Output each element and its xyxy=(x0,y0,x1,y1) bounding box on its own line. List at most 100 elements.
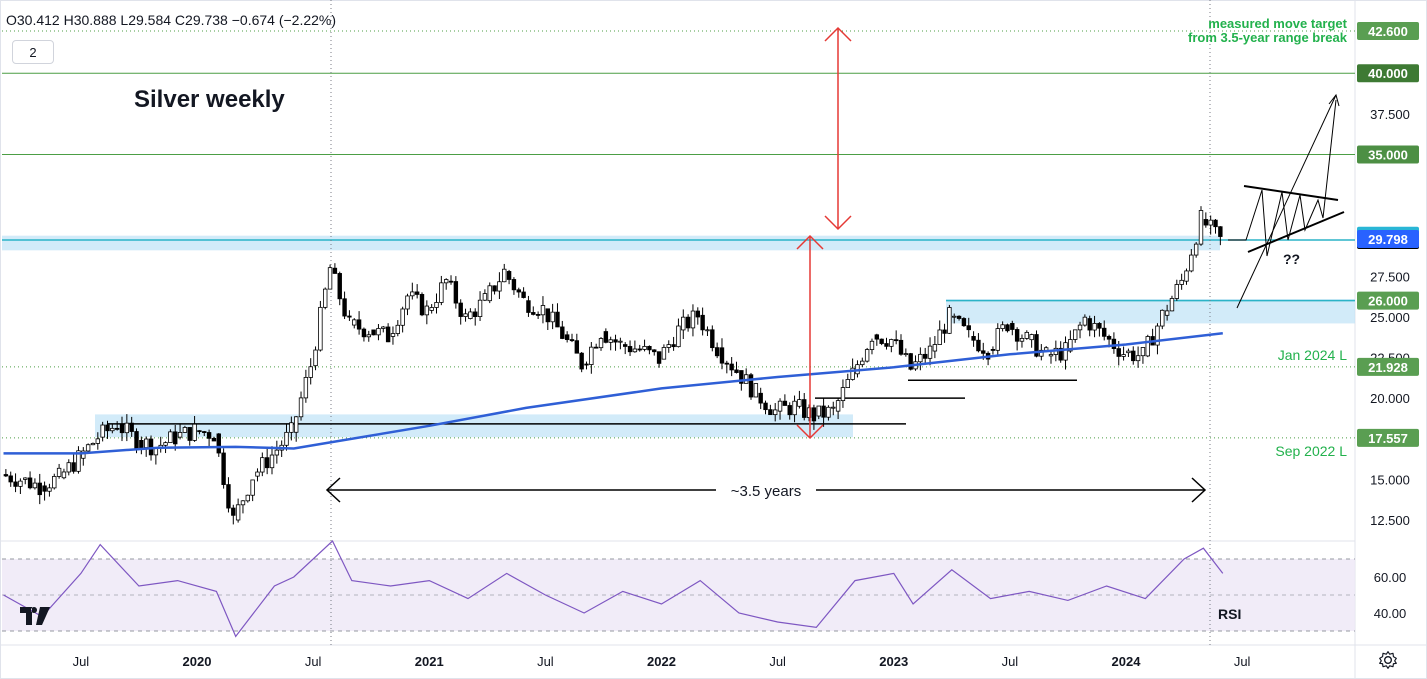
candle-body xyxy=(182,427,188,433)
time-tick-label: Jul xyxy=(1002,654,1019,669)
candle-body xyxy=(71,462,76,472)
candle-body xyxy=(487,285,492,302)
level-badge-4: 26.000 xyxy=(1368,294,1408,309)
candle-body xyxy=(923,353,928,359)
candle-body xyxy=(1087,318,1092,331)
candle-body xyxy=(361,328,367,338)
time-tick-label: 2022 xyxy=(647,654,676,669)
breakout-zone xyxy=(946,299,1355,324)
level-badge-0: 42.600 xyxy=(1368,24,1408,39)
candle-body xyxy=(76,450,81,472)
candle-body xyxy=(52,476,57,489)
candle-body xyxy=(61,471,67,479)
candle-body xyxy=(95,438,101,444)
candle-body xyxy=(143,438,149,448)
candle-body xyxy=(1063,342,1068,361)
level-badge-1: 40.000 xyxy=(1368,66,1408,81)
candle-body xyxy=(995,328,1000,351)
candle-body xyxy=(811,407,817,422)
candle-body xyxy=(1116,348,1121,357)
duration-arrow-right-head xyxy=(1191,477,1207,503)
indicator-count-badge[interactable]: 2 xyxy=(12,40,54,64)
candle-body xyxy=(1140,347,1146,357)
candle-body xyxy=(642,345,647,350)
candle-body xyxy=(734,369,739,373)
candle-body xyxy=(521,291,526,298)
candle-body xyxy=(8,475,13,483)
candle-body xyxy=(676,325,681,348)
candle-body xyxy=(216,433,221,454)
candle-body xyxy=(47,487,52,492)
time-tick-label: Jul xyxy=(73,654,90,669)
candle-body xyxy=(787,405,792,416)
price-tick-label: 12.500 xyxy=(1370,513,1410,528)
candle-body xyxy=(356,319,362,330)
candle-body xyxy=(550,311,555,323)
candle-body xyxy=(1048,354,1054,357)
candle-body xyxy=(81,450,86,459)
time-tick-label: Jul xyxy=(1234,654,1251,669)
candle-body xyxy=(206,432,212,439)
candle-body xyxy=(831,406,836,409)
candle-body xyxy=(385,326,391,343)
candle-body xyxy=(1068,339,1073,352)
candle-body xyxy=(1218,226,1223,237)
candle-body xyxy=(139,439,144,448)
candle-body xyxy=(463,313,468,317)
candle-body xyxy=(652,349,657,353)
candle-body xyxy=(293,416,299,433)
candle-body xyxy=(1014,329,1020,342)
candle-body xyxy=(332,267,338,274)
candle-body xyxy=(66,462,71,473)
settings-gear-icon[interactable] xyxy=(1378,650,1398,670)
candle-body xyxy=(37,482,42,496)
candle-body xyxy=(1135,355,1141,362)
candle-body xyxy=(908,353,913,370)
candle-body xyxy=(623,344,628,347)
candle-body xyxy=(569,339,575,342)
range-height-arrow-head-bottom xyxy=(796,424,824,440)
candle-body xyxy=(531,312,536,315)
candle-body xyxy=(1039,349,1044,357)
candle-body xyxy=(129,422,134,432)
duration-arrow-left-head xyxy=(325,477,341,503)
candle-body xyxy=(598,338,604,349)
candle-body xyxy=(864,349,870,362)
candle-body xyxy=(414,291,420,295)
pennant-lower xyxy=(1247,211,1345,253)
candle-body xyxy=(313,349,318,367)
candle-body xyxy=(618,340,623,343)
price-tick-label: 37.500 xyxy=(1370,107,1410,122)
candle-body xyxy=(903,353,909,356)
candle-body xyxy=(666,344,671,348)
candle-body xyxy=(226,484,231,509)
candle-body xyxy=(511,279,517,291)
candle-body xyxy=(526,300,531,313)
current-price-badge-1-bg xyxy=(1357,229,1419,248)
candle-body xyxy=(323,288,328,308)
target-annotation-line1: measured move target xyxy=(1208,16,1347,31)
support-zone xyxy=(95,414,853,438)
candle-body xyxy=(381,326,386,329)
candle-body xyxy=(647,345,652,351)
rsi-tick-label: 60.00 xyxy=(1374,570,1407,585)
candle-body xyxy=(990,349,996,351)
candle-body xyxy=(231,507,236,516)
moving-average-line xyxy=(3,331,1223,455)
candle-body xyxy=(961,318,967,327)
candle-body xyxy=(269,454,275,469)
candle-body xyxy=(477,299,483,318)
candle-body xyxy=(1034,334,1039,357)
candle-body xyxy=(942,329,947,334)
candle-body xyxy=(327,267,333,290)
candle-body xyxy=(758,392,763,404)
candle-body xyxy=(42,485,47,492)
candle-body xyxy=(105,424,110,432)
candle-body xyxy=(1155,325,1160,346)
candle-body xyxy=(284,431,289,446)
candle-body xyxy=(1082,316,1088,326)
candle-body xyxy=(729,363,734,371)
time-tick-label: 2024 xyxy=(1112,654,1142,669)
candle-body xyxy=(869,340,875,350)
